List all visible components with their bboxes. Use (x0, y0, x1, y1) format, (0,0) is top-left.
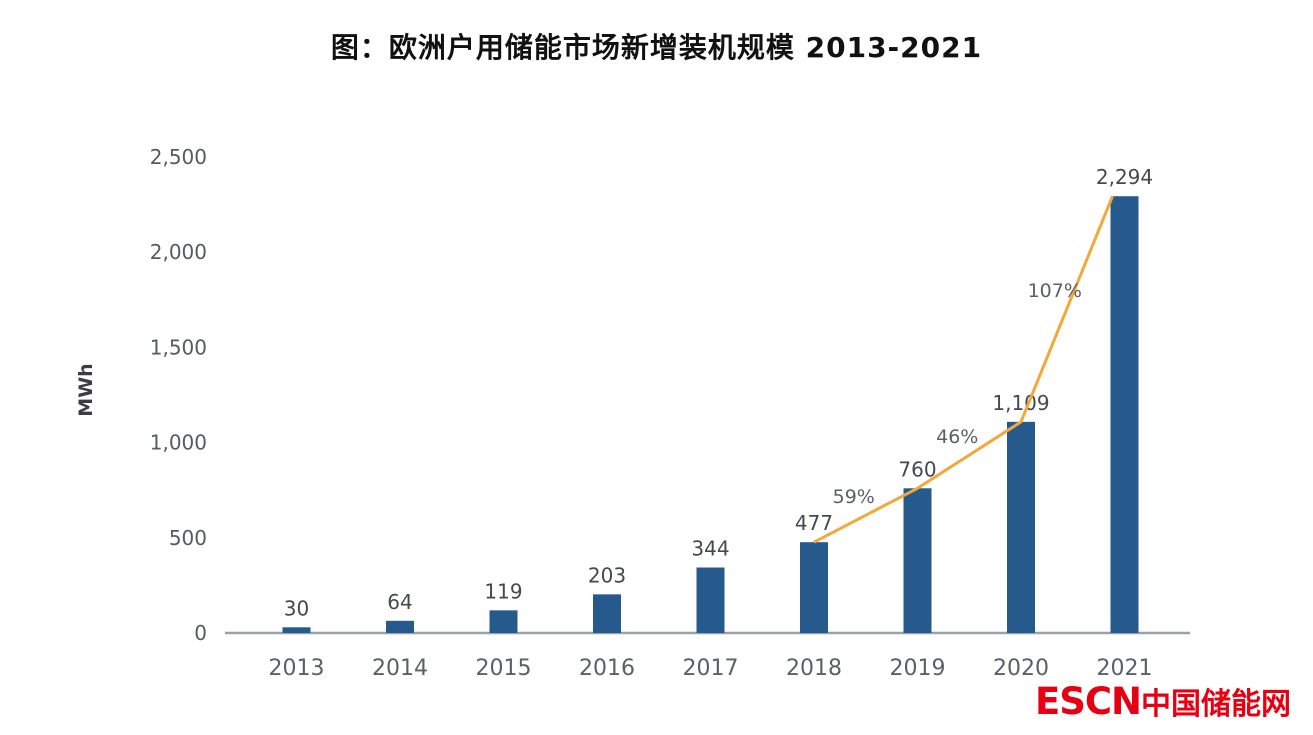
bar-value-label: 344 (691, 537, 729, 561)
x-axis-tick-label: 2016 (579, 656, 635, 681)
x-axis-tick-label: 2020 (993, 656, 1049, 681)
bar-2017 (696, 567, 725, 633)
growth-rate-label: 107% (1028, 280, 1082, 302)
bar-value-label: 119 (484, 579, 522, 603)
growth-rate-label: 46% (936, 426, 978, 448)
bar-value-label: 760 (898, 457, 936, 481)
y-axis-title: MWh (75, 363, 97, 416)
bar-value-label: 203 (588, 563, 626, 587)
bar-2018 (800, 542, 828, 633)
bar-2021 (1110, 196, 1139, 633)
bar-value-label: 64 (387, 590, 412, 614)
y-axis-tick-label: 1,000 (150, 431, 207, 455)
x-axis-tick-label: 2015 (476, 656, 532, 681)
bar-value-label: 477 (795, 511, 833, 535)
x-axis-tick-label: 2013 (269, 656, 325, 681)
x-axis-tick-label: 2021 (1097, 656, 1153, 681)
bar-value-label: 30 (284, 596, 309, 620)
y-axis-tick-label: 2,500 (150, 145, 207, 169)
y-axis-tick-label: 500 (169, 526, 207, 550)
bar-2019 (903, 488, 932, 633)
growth-rate-label: 59% (833, 486, 875, 508)
bar-2020 (1007, 421, 1035, 633)
chart-title: 图：欧洲户用储能市场新增装机规模 2013-2021 (330, 31, 983, 64)
y-axis-tick-label: 0 (194, 621, 207, 645)
x-axis-tick-label: 2017 (683, 656, 739, 681)
escn-logo-chinese-text: 中国储能网 (1141, 687, 1291, 722)
bar-value-label: 2,294 (1096, 165, 1153, 189)
growth-line (813, 195, 1114, 544)
y-axis-tick-label: 2,000 (150, 240, 207, 264)
y-axis-tick-label: 1,500 (150, 335, 207, 359)
bar-2013 (282, 627, 311, 633)
escn-logo: ESCN中国储能网 (1035, 683, 1291, 720)
bar-value-label: 1,109 (992, 391, 1049, 415)
escn-logo-text: ESCN (1034, 680, 1142, 723)
x-axis-tick-label: 2014 (372, 656, 428, 681)
bar-2015 (489, 610, 518, 633)
x-axis-tick-label: 2018 (786, 656, 842, 681)
x-axis-tick-label: 2019 (890, 656, 946, 681)
bar-2016 (593, 594, 621, 633)
bar-2014 (386, 620, 414, 633)
